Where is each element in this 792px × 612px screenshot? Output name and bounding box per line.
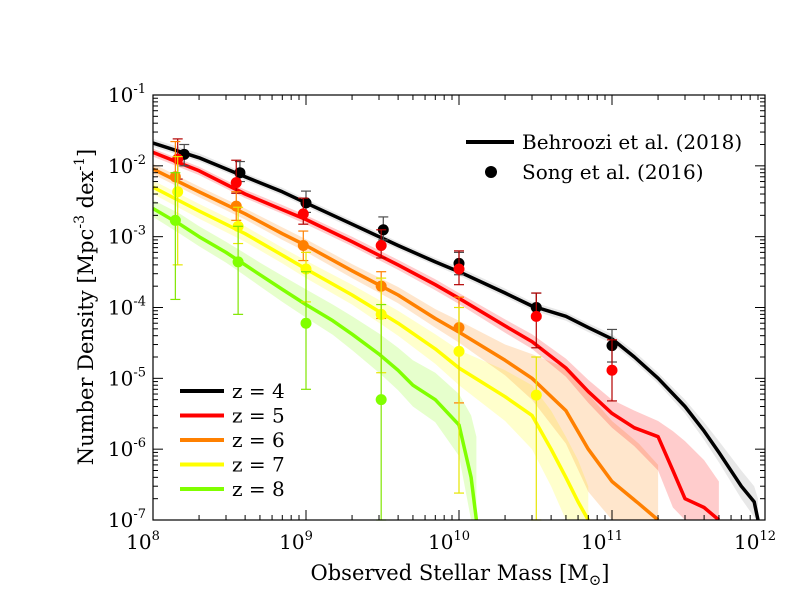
model-uncertainty-bands — [153, 138, 758, 520]
legend-source: Behroozi et al. (2018) Song et al. (2016… — [466, 130, 742, 184]
x-tick-label: 108 — [126, 529, 160, 554]
y-tick-label: 10-6 — [108, 436, 146, 461]
axis-tick-labels: 108 109 1010 1011 1012 10-7 10-6 10-5 10-4 10-3 10… — [108, 82, 776, 554]
model-line-z5 — [153, 150, 721, 520]
data-point-z5 — [230, 159, 242, 194]
legend-label-z6: z = 6 — [232, 428, 285, 452]
x-axis-label: Observed Stellar Mass [M⊙] — [311, 561, 610, 589]
data-point-z5 — [453, 250, 465, 286]
model-line-z8 — [153, 206, 479, 520]
y-tick-label: 10-1 — [108, 82, 146, 107]
data-point-z6 — [230, 191, 242, 221]
band-z6 — [153, 163, 659, 520]
legend-redshift: z = 4z = 5z = 6z = 7z = 8 — [180, 379, 285, 501]
data-point-z7 — [453, 306, 465, 494]
y-tick-label: 10-5 — [108, 365, 146, 390]
y-tick-label: 10-7 — [108, 507, 146, 532]
x-tick-label: 1011 — [581, 529, 623, 554]
model-line-z7 — [153, 185, 590, 520]
data-point-z5 — [375, 229, 387, 259]
band-z7 — [153, 180, 589, 520]
legend-label-z4: z = 4 — [232, 379, 285, 403]
data-point-z6 — [297, 230, 309, 262]
x-tick-label: 1010 — [428, 529, 470, 554]
y-tick-label: 10-4 — [108, 295, 146, 320]
data-point-z8 — [232, 225, 244, 315]
x-tick-label: 109 — [279, 529, 313, 554]
data-point-z8 — [300, 271, 312, 390]
legend-song-label: Song et al. (2016) — [522, 160, 704, 184]
band-z8 — [153, 199, 477, 520]
y-tick-label: 10-3 — [108, 224, 146, 249]
legend-label-z8: z = 8 — [232, 477, 285, 501]
y-tick-label: 10-2 — [108, 153, 146, 178]
model-line-z6 — [153, 167, 660, 520]
x-tick-label: 1012 — [734, 529, 776, 554]
model-line-z4 — [153, 141, 760, 520]
data-point-z5 — [606, 339, 618, 402]
model-lines — [153, 141, 760, 520]
data-point-z5 — [530, 292, 542, 349]
legend-song-marker — [485, 166, 497, 178]
legend-label-z5: z = 5 — [232, 404, 285, 428]
data-point-z5 — [297, 197, 309, 225]
axis-ticks — [152, 94, 766, 521]
data-point-z8 — [169, 172, 181, 301]
legend-behroozi-label: Behroozi et al. (2018) — [522, 130, 742, 154]
legend-label-z7: z = 7 — [232, 453, 285, 477]
y-axis-label: Number Density [Mpc-3 dex-1] — [72, 149, 98, 465]
